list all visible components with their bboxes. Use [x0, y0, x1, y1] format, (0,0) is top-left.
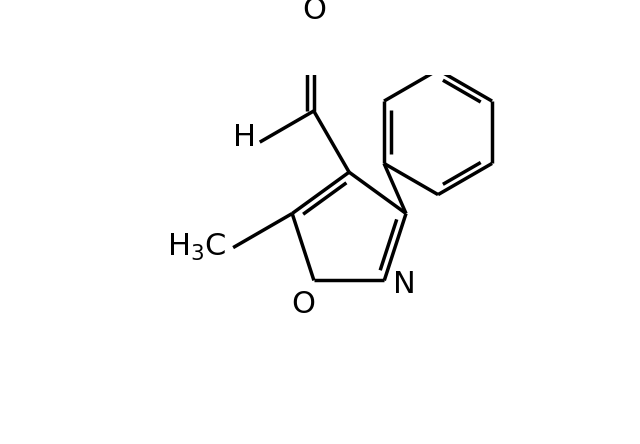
- Text: H: H: [234, 123, 256, 152]
- Text: N: N: [392, 270, 415, 299]
- Text: O: O: [302, 0, 326, 25]
- Text: $\mathregular{H_3C}$: $\mathregular{H_3C}$: [167, 232, 227, 263]
- Text: O: O: [291, 290, 315, 319]
